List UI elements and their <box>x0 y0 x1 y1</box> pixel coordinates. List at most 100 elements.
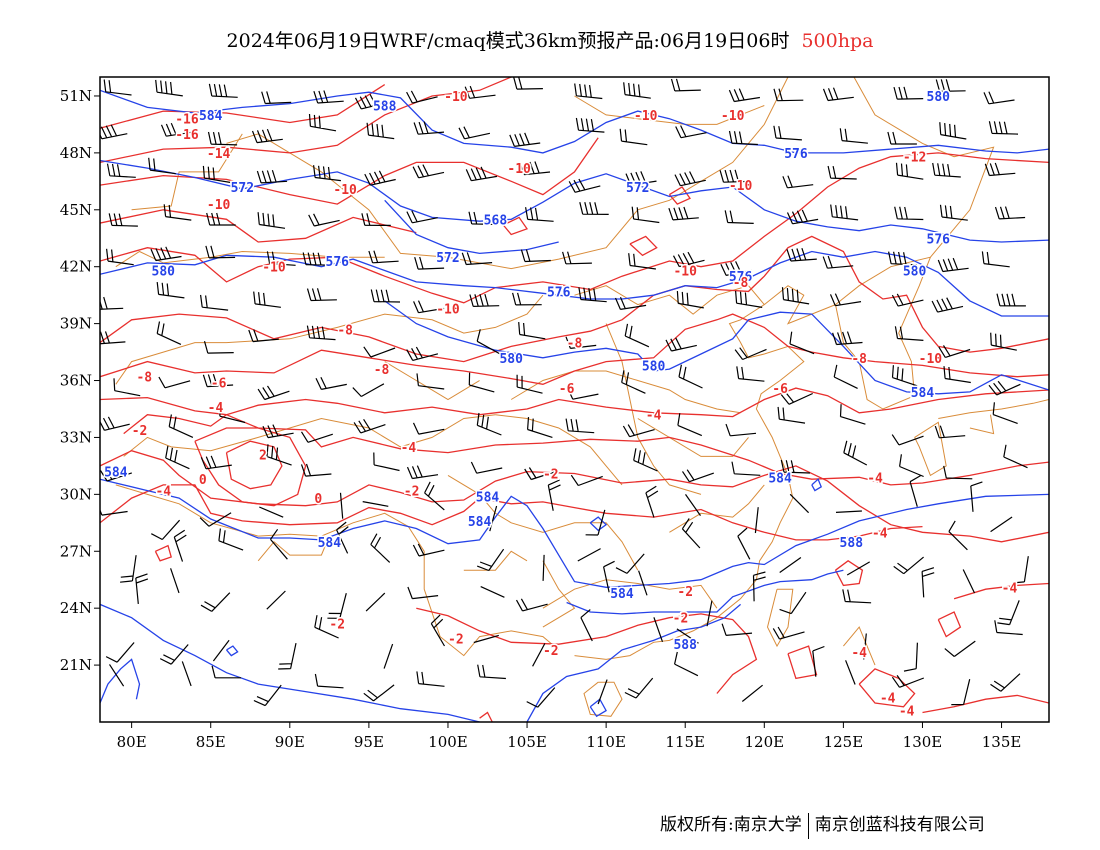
wind-barb <box>306 288 337 302</box>
wind-barb <box>736 366 765 382</box>
temperature-contour <box>100 77 512 164</box>
temperature-label: 0 <box>199 473 207 488</box>
temperature-label: -4 <box>851 646 867 661</box>
temperature-label: -4 <box>155 485 171 500</box>
height-contour <box>226 645 239 657</box>
lat-label: 33N <box>60 428 92 446</box>
wind-barb <box>362 501 389 507</box>
wind-barb <box>430 614 446 647</box>
wind-barb <box>406 465 439 480</box>
wind-barb <box>413 300 445 314</box>
wind-barb <box>585 509 606 536</box>
wind-barb <box>628 253 656 270</box>
boundary-line <box>605 323 702 495</box>
boundary-line <box>938 399 1049 419</box>
wind-barb <box>361 213 391 226</box>
wind-barb <box>339 492 344 519</box>
height-label: 572 <box>436 251 459 266</box>
wind-barb <box>108 664 125 687</box>
temperature-label: -6 <box>211 376 227 391</box>
height-label: 580 <box>927 90 951 105</box>
height-contour <box>100 658 141 704</box>
wind-barb <box>100 331 126 345</box>
wind-barb <box>257 385 290 401</box>
wind-barb <box>568 178 601 193</box>
wind-barb <box>665 337 697 352</box>
wind-barb <box>353 418 386 434</box>
wind-barb <box>170 568 180 594</box>
wind-barb <box>416 373 445 390</box>
lat-label: 42N <box>60 258 92 276</box>
temperature-label: -10 <box>673 265 697 280</box>
wind-barb <box>406 210 438 224</box>
wind-barb <box>315 377 347 390</box>
height-label: 584 <box>199 109 223 124</box>
boundary-line <box>115 250 385 268</box>
wind-barb <box>259 506 284 518</box>
wind-barb <box>113 378 141 397</box>
wind-barb <box>464 85 496 99</box>
height-label: 584 <box>476 490 500 505</box>
wind-barb <box>574 83 603 100</box>
wind-barb <box>990 673 1021 692</box>
temperature-label: -2 <box>677 585 693 600</box>
boundary-line <box>115 294 544 385</box>
temperature-label: -2 <box>404 485 420 500</box>
wind-barb <box>638 570 648 596</box>
wind-barb <box>891 434 924 446</box>
height-contour <box>811 478 823 492</box>
wind-barb <box>520 249 551 263</box>
wind-barb <box>577 548 601 562</box>
title-text: 2024年06月19日WRF/cmaq模式36km预报产品:06月19日06时 <box>226 30 790 52</box>
wind-barb <box>935 79 966 92</box>
temperature-label: -12 <box>903 151 926 166</box>
wind-barb <box>725 423 757 437</box>
wind-barb <box>413 121 445 135</box>
wind-barb <box>370 533 391 563</box>
wind-barb <box>567 387 599 400</box>
temperature-contour <box>953 582 1049 600</box>
wind-barb <box>159 644 189 665</box>
wind-barb <box>120 555 137 583</box>
wind-barb <box>829 293 862 307</box>
wind-barb <box>653 617 664 642</box>
temperature-label: -10 <box>919 352 943 367</box>
temperature-label: -2 <box>132 424 148 439</box>
temperature-label: -8 <box>567 337 583 352</box>
wind-barb <box>270 528 288 560</box>
temperature-contour <box>858 668 916 708</box>
wind-barb <box>891 675 925 688</box>
wind-barb <box>578 287 607 303</box>
wind-barb <box>962 569 976 594</box>
temperature-contour <box>123 413 1049 486</box>
wind-barb <box>150 246 182 262</box>
wind-barb <box>676 628 699 644</box>
wind-barb <box>619 128 648 146</box>
height-label: 584 <box>468 515 492 530</box>
wind-barb <box>314 673 344 689</box>
height-contour <box>100 250 1049 317</box>
height-label: 588 <box>840 536 864 551</box>
wind-barb <box>781 287 810 305</box>
wind-barb <box>625 171 657 186</box>
wind-barb <box>458 126 491 140</box>
wind-barb <box>256 170 288 184</box>
wind-barb <box>891 365 918 387</box>
wind-barb <box>516 374 543 394</box>
wind-barb <box>984 162 1016 177</box>
wind-barb <box>302 252 332 266</box>
wind-barb <box>527 417 553 438</box>
wind-barb <box>218 528 244 551</box>
temperature-contour <box>100 387 1049 418</box>
temperature-label: 2 <box>259 449 267 464</box>
wind-barb <box>489 505 498 532</box>
wind-barb <box>100 467 132 482</box>
wind-barb <box>822 87 854 102</box>
boundary-line <box>788 77 995 305</box>
wind-barb <box>512 292 542 306</box>
map-title: 2024年06月19日WRF/cmaq模式36km预报产品:06月19日06时 5… <box>0 26 1100 53</box>
wind-barb <box>308 113 337 132</box>
lat-label: 27N <box>60 542 92 560</box>
height-contour <box>100 159 1049 243</box>
temperature-label: -4 <box>867 471 883 486</box>
